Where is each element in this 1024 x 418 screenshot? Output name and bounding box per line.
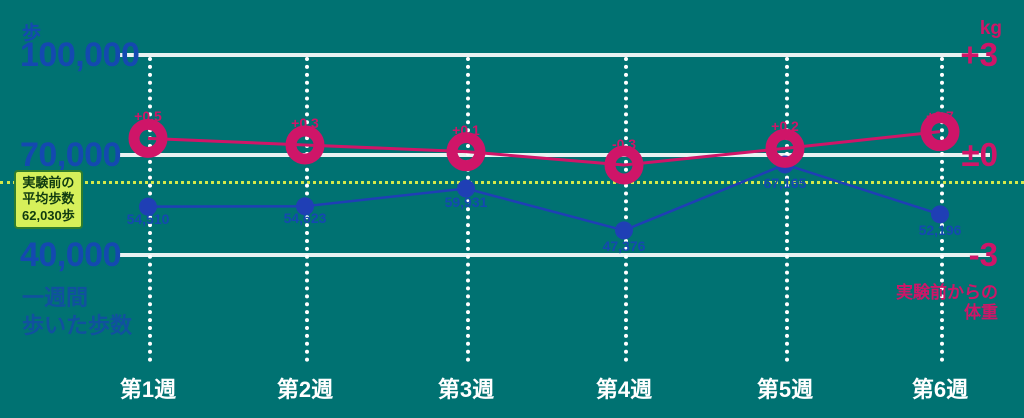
x-axis-label-week3: 第3週: [437, 377, 495, 402]
weight-point-week5: [765, 128, 805, 168]
x-axis-label-week1: 第1週: [119, 377, 177, 402]
weight-value-week5: +0.2: [771, 118, 799, 134]
left-axis-tick-100000: 100,000: [20, 36, 140, 74]
left-axis-caption-line2: 歩いた歩数: [22, 313, 133, 338]
right-axis-tick-plus3: +3: [960, 36, 998, 73]
week-divider-3: [466, 57, 470, 362]
steps-value-week1: 54,510: [126, 211, 170, 227]
weight-value-week3: +0.1: [452, 122, 480, 138]
left-axis-tick-70000: 70,000: [20, 136, 122, 174]
reference-line-average-steps: [0, 181, 1024, 184]
weight-point-week2: [285, 125, 325, 165]
weight-point-week3: [446, 132, 486, 172]
week-divider-4: [624, 57, 628, 362]
steps-point-week6: [931, 205, 949, 224]
right-axis-unit: kg: [979, 18, 1002, 39]
steps-value-week4: 47,376: [602, 238, 646, 254]
weight-point-group: [128, 112, 960, 185]
left-axis-tick-40000: 40,000: [20, 236, 122, 274]
right-axis-caption-line2: 体重: [964, 303, 998, 322]
weight-point-week1: [128, 118, 168, 158]
week-divider-5: [785, 57, 789, 362]
steps-point-group: [139, 155, 949, 240]
right-axis-tick-minus3: -3: [968, 236, 998, 273]
steps-line: [147, 163, 941, 232]
steps-point-week4: [615, 221, 633, 240]
weight-value-week2: +0.3: [291, 115, 319, 131]
weight-value-week6: +0.7: [926, 108, 954, 124]
steps-value-week3: 59,931: [444, 194, 488, 210]
right-axis-tick-zero: ±0: [961, 136, 998, 173]
weight-line: [147, 130, 941, 167]
steps-value-week5: 67,165: [763, 175, 807, 191]
left-axis-unit: 歩: [22, 23, 42, 44]
weight-point-week4: [604, 145, 644, 185]
steps-point-week1: [139, 197, 157, 216]
x-axis-label-week4: 第4週: [595, 377, 653, 402]
steps-value-week2: 54,623: [283, 210, 327, 226]
left-axis-caption-line1: 一週間: [22, 285, 89, 310]
weight-value-week4: -0.3: [611, 136, 637, 152]
steps-value-week6: 52,196: [918, 222, 962, 238]
weight-point-week6: [920, 112, 960, 152]
x-axis-label-week6: 第6週: [911, 377, 969, 402]
x-axis-label-week5: 第5週: [756, 377, 814, 402]
steps-point-week2: [296, 197, 314, 216]
gridline-70000: [118, 153, 990, 157]
x-axis-label-week2: 第2週: [276, 377, 334, 402]
gridline-40000: [118, 253, 990, 257]
average-steps-callout: 実験前の 平均歩数 62,030歩: [14, 170, 83, 229]
steps-point-week3: [457, 179, 475, 198]
right-axis-caption-line1: 実験前からの: [896, 283, 998, 302]
gridline-100000: [118, 53, 990, 57]
weight-value-week1: +0.5: [134, 108, 162, 124]
